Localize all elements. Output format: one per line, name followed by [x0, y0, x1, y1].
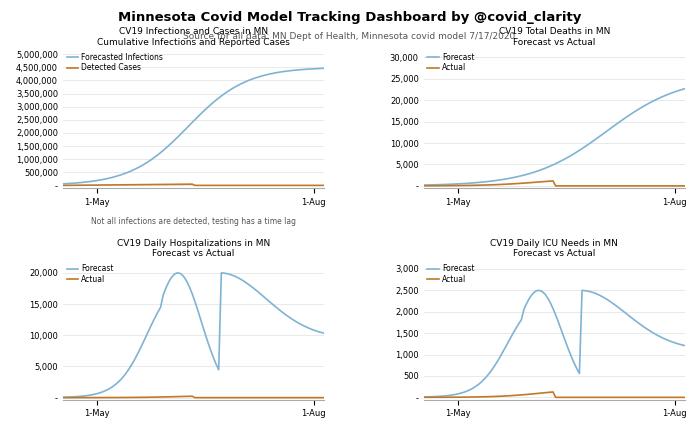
Forecasted Infections [194, 114, 202, 119]
Forecast [668, 91, 676, 96]
Title: CV19 Infections and Cases in MN
Cumulative Infections and Reported Cases: CV19 Infections and Cases in MN Cumulati… [97, 27, 290, 47]
Actual [480, 394, 489, 400]
Forecast [59, 395, 67, 400]
Actual [552, 183, 560, 188]
Actual [559, 183, 568, 188]
Actual [665, 395, 673, 400]
Text: Minnesota Covid Model Tracking Dashboard by @covid_clarity: Minnesota Covid Model Tracking Dashboard… [118, 11, 581, 24]
Forecast [554, 319, 563, 324]
Legend: Forecast, Actual: Forecast, Actual [428, 53, 475, 72]
Forecasted Infections [109, 175, 117, 180]
Actual [120, 395, 128, 400]
Text: Source for all data: MN Dept of Health, Minnesota covid model 7/17/2020: Source for all data: MN Dept of Health, … [183, 32, 516, 41]
Actual [199, 395, 207, 400]
Forecast [663, 337, 671, 342]
Line: Forecasted Infections: Forecasted Infections [63, 68, 324, 184]
Actual [191, 395, 199, 400]
Actual [419, 395, 428, 400]
Actual [470, 394, 478, 400]
Actual [480, 182, 489, 187]
Legend: Forecast, Actual: Forecast, Actual [66, 264, 114, 284]
Detected Cases [109, 182, 117, 187]
Title: CV19 Daily Hospitalizations in MN
Forecast vs Actual: CV19 Daily Hospitalizations in MN Foreca… [117, 239, 271, 258]
Actual [559, 395, 568, 400]
Actual [580, 183, 589, 188]
Forecast [470, 180, 478, 185]
Line: Actual: Actual [424, 181, 685, 186]
Actual [304, 395, 312, 400]
Detected Cases [320, 183, 329, 188]
Actual [549, 178, 557, 184]
Forecast [419, 394, 428, 400]
Line: Detected Cases: Detected Cases [63, 184, 324, 185]
Text: Not all infections are detected, testing has a time lag: Not all infections are detected, testing… [91, 217, 296, 226]
Forecasted Infections [215, 96, 223, 101]
Forecasted Infections [120, 171, 128, 176]
Line: Forecast: Forecast [63, 273, 324, 397]
Forecast [480, 179, 489, 184]
Line: Actual: Actual [424, 392, 685, 397]
Detected Cases [310, 183, 318, 188]
Forecast [320, 331, 329, 336]
Detected Cases [302, 183, 310, 188]
Actual [419, 183, 428, 188]
Forecasted Infections [299, 67, 308, 72]
Line: Actual: Actual [63, 396, 324, 398]
Forecast [575, 371, 584, 376]
Forecast [215, 367, 223, 372]
Actual [188, 394, 196, 399]
Forecasted Infections [59, 181, 67, 187]
Forecast [681, 343, 689, 348]
Forecast [217, 270, 226, 275]
Actual [312, 395, 321, 400]
Detected Cases [217, 183, 226, 188]
Forecast [480, 377, 489, 382]
Actual [549, 389, 557, 394]
Forecast [109, 384, 117, 389]
Forecast [554, 160, 563, 165]
Forecasted Infections [307, 66, 315, 71]
Actual [320, 395, 329, 400]
Forecast [575, 148, 584, 153]
Title: CV19 Daily ICU Needs in MN
Forecast vs Actual: CV19 Daily ICU Needs in MN Forecast vs A… [491, 239, 618, 258]
Actual [59, 395, 67, 400]
Actual [219, 395, 228, 400]
Legend: Forecasted Infections, Detected Cases: Forecasted Infections, Detected Cases [66, 53, 163, 72]
Line: Forecast: Forecast [424, 88, 685, 185]
Forecast [670, 340, 679, 345]
Actual [470, 183, 478, 188]
Actual [681, 395, 689, 400]
Actual [673, 395, 682, 400]
Title: CV19 Total Deaths in MN
Forecast vs Actual: CV19 Total Deaths in MN Forecast vs Actu… [498, 27, 610, 47]
Legend: Forecast, Actual: Forecast, Actual [428, 264, 475, 284]
Forecasted Infections [320, 66, 329, 71]
Forecast [660, 94, 668, 99]
Actual [673, 183, 682, 188]
Actual [665, 183, 673, 188]
Forecast [578, 288, 586, 293]
Forecast [681, 86, 689, 91]
Detected Cases [120, 182, 128, 187]
Actual [109, 395, 117, 400]
Forecast [310, 328, 318, 333]
Detected Cases [59, 183, 67, 188]
Detected Cases [196, 183, 204, 188]
Actual [552, 395, 560, 400]
Forecast [302, 324, 310, 329]
Detected Cases [188, 181, 196, 187]
Forecast [470, 385, 478, 390]
Forecast [419, 182, 428, 187]
Forecast [194, 307, 202, 312]
Actual [580, 395, 589, 400]
Line: Forecast: Forecast [424, 290, 685, 397]
Actual [681, 183, 689, 188]
Forecast [120, 374, 128, 379]
